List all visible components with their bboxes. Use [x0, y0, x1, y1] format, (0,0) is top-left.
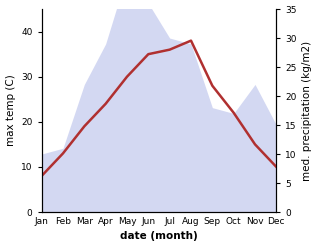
- Y-axis label: med. precipitation (kg/m2): med. precipitation (kg/m2): [302, 41, 313, 181]
- Y-axis label: max temp (C): max temp (C): [5, 75, 16, 146]
- X-axis label: date (month): date (month): [120, 231, 198, 242]
